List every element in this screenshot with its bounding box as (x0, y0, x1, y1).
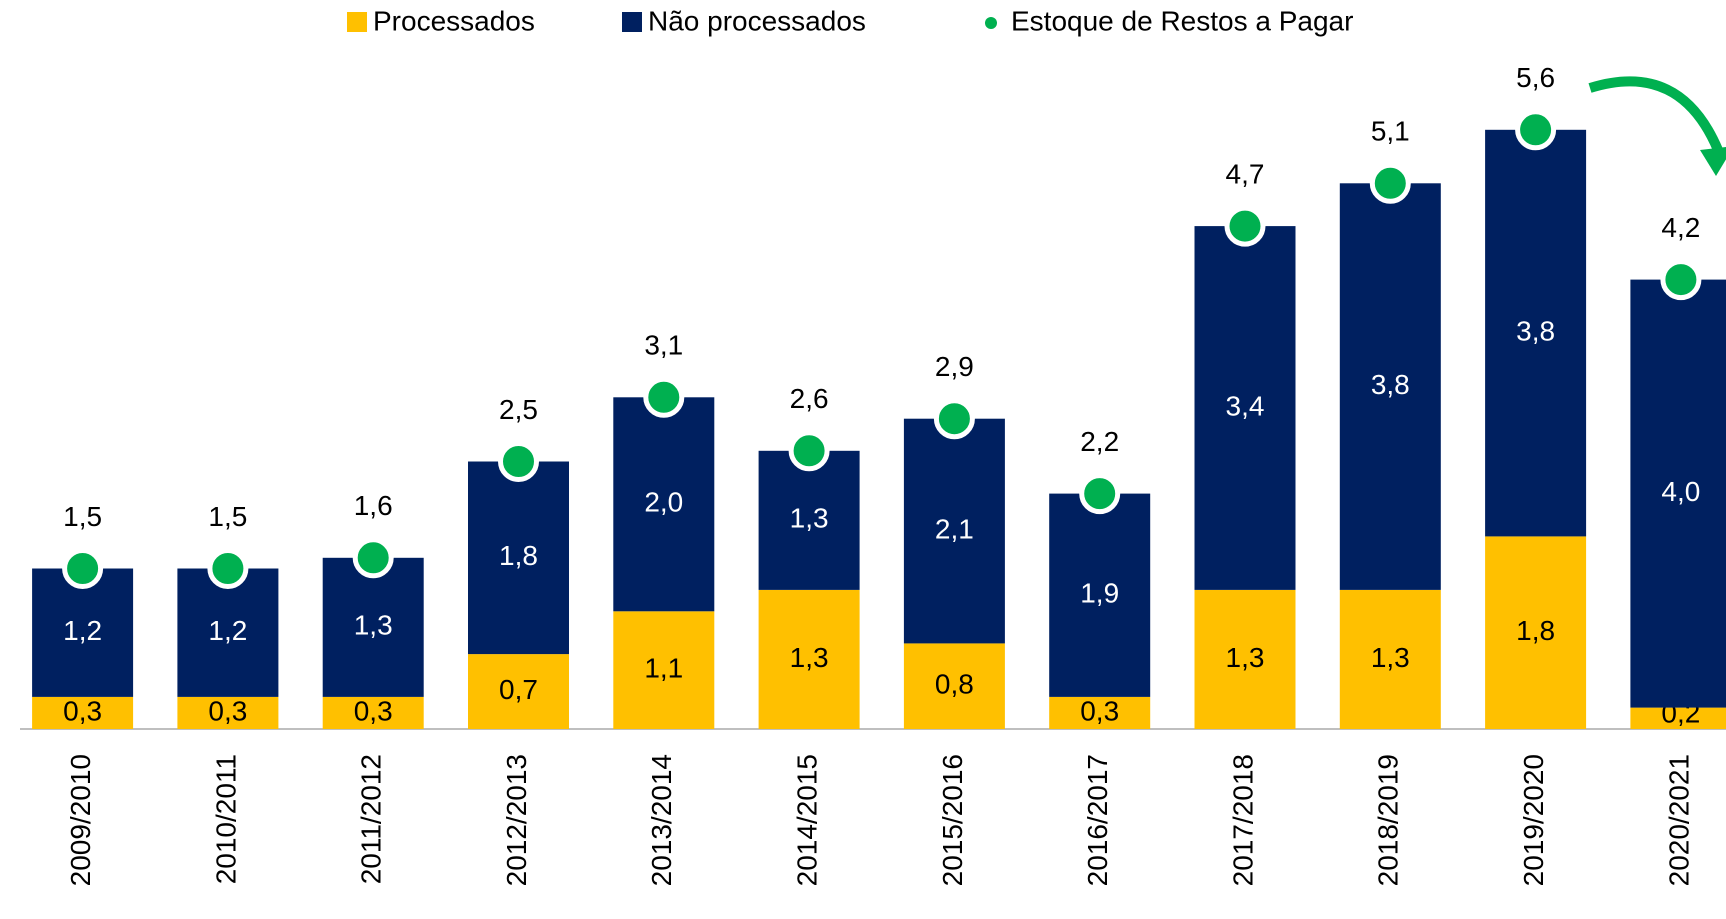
x-tick-label: 2014/2015 (791, 754, 822, 886)
segment-label: 0,3 (208, 695, 247, 726)
legend-swatch (985, 17, 997, 29)
segment-label: 2,0 (644, 487, 683, 518)
segment-label: 3,4 (1226, 390, 1265, 421)
legend-label: Estoque de Restos a Pagar (1011, 5, 1353, 36)
total-label: 1,5 (63, 501, 102, 532)
x-tick-label: 2010/2011 (210, 754, 241, 884)
legend-label: Processados (373, 5, 535, 36)
total-label: 2,6 (790, 383, 829, 414)
bar-segment (177, 568, 279, 697)
segment-label: 1,3 (1371, 642, 1410, 673)
total-dot (1369, 162, 1411, 204)
total-dot (62, 548, 104, 589)
x-tick-label: 2013/2014 (646, 754, 677, 886)
total-dot (498, 441, 539, 482)
bar-segment (322, 557, 424, 697)
segment-label: 1,3 (1226, 642, 1265, 673)
bar-segment (1630, 707, 1726, 729)
legend-swatch (347, 12, 367, 32)
bar-segment (1630, 279, 1726, 708)
bar-segment (1485, 129, 1587, 537)
bar-segment (1049, 493, 1151, 697)
segment-label: 1,3 (790, 642, 829, 673)
segment-label: 0,3 (63, 695, 102, 726)
bar-segment (903, 418, 1005, 644)
x-tick-label: 2019/2020 (1518, 754, 1549, 886)
bar-segment (613, 611, 715, 729)
total-dot (788, 430, 830, 472)
segment-label: 1,3 (790, 503, 829, 534)
total-label: 3,1 (644, 330, 683, 361)
segment-label: 0,3 (354, 695, 393, 726)
x-tick-label: 2011/2012 (356, 754, 387, 884)
segment-label: 1,9 (1080, 578, 1119, 609)
x-tick-label: 2016/2017 (1082, 754, 1113, 886)
total-label: 2,2 (1080, 426, 1119, 457)
x-tick-label: 2009/2010 (65, 754, 96, 886)
bar-segment (32, 568, 134, 697)
bar-segment (1339, 183, 1441, 590)
total-dot (643, 376, 685, 418)
bar-segment (177, 696, 279, 729)
legend-swatch (622, 12, 642, 32)
total-label: 4,2 (1661, 212, 1700, 243)
segment-label: 0,7 (499, 674, 538, 705)
segment-label: 0,3 (1080, 695, 1119, 726)
total-dot (1515, 109, 1557, 151)
trend-arrow-head (1700, 146, 1726, 176)
x-tick-label: 2017/2018 (1227, 754, 1258, 886)
segment-label: 1,8 (499, 540, 538, 571)
bar-segment (613, 397, 715, 612)
total-dot (352, 537, 394, 579)
total-label: 4,7 (1226, 158, 1265, 189)
bar-segment (758, 589, 860, 729)
x-tick-label: 2018/2019 (1373, 754, 1404, 886)
segment-label: 0,8 (935, 669, 974, 700)
bar-segment (468, 461, 569, 655)
total-label: 5,1 (1371, 116, 1410, 147)
segment-label: 1,2 (208, 615, 247, 646)
total-dot (933, 398, 975, 440)
x-tick-label: 2012/2013 (501, 754, 532, 886)
segment-label: 1,2 (63, 615, 102, 646)
total-label: 2,9 (935, 351, 974, 382)
bar-segment (468, 654, 569, 729)
bar-segment (1339, 589, 1441, 729)
total-label: 1,6 (354, 490, 393, 521)
segment-label: 3,8 (1371, 369, 1410, 400)
bar-segment (758, 450, 860, 590)
bar-segment (1194, 589, 1296, 729)
bar-segment (322, 696, 424, 729)
total-label: 5,6 (1516, 62, 1555, 93)
segment-label: 4,0 (1661, 476, 1700, 507)
total-dot (1660, 259, 1702, 301)
segment-label: 1,8 (1516, 615, 1555, 646)
total-dot (207, 548, 249, 589)
x-tick-label: 2020/2021 (1663, 754, 1694, 886)
bar-segment (1049, 696, 1151, 729)
total-label: 2,5 (499, 394, 538, 425)
segment-label: 2,1 (935, 513, 974, 544)
segment-label: 3,8 (1516, 315, 1555, 346)
segment-label: 1,3 (354, 610, 393, 641)
bar-segment (903, 643, 1005, 729)
x-tick-label: 2015/2016 (937, 754, 968, 886)
bar-segment (1194, 226, 1296, 590)
segment-label: 1,1 (644, 653, 683, 684)
total-dot (1079, 473, 1121, 515)
bar-segment (1485, 536, 1587, 729)
total-dot (1224, 205, 1266, 247)
bar-segment (32, 696, 134, 729)
trend-arrow (1588, 76, 1723, 152)
legend-label: Não processados (648, 5, 866, 36)
total-label: 1,5 (208, 501, 247, 532)
